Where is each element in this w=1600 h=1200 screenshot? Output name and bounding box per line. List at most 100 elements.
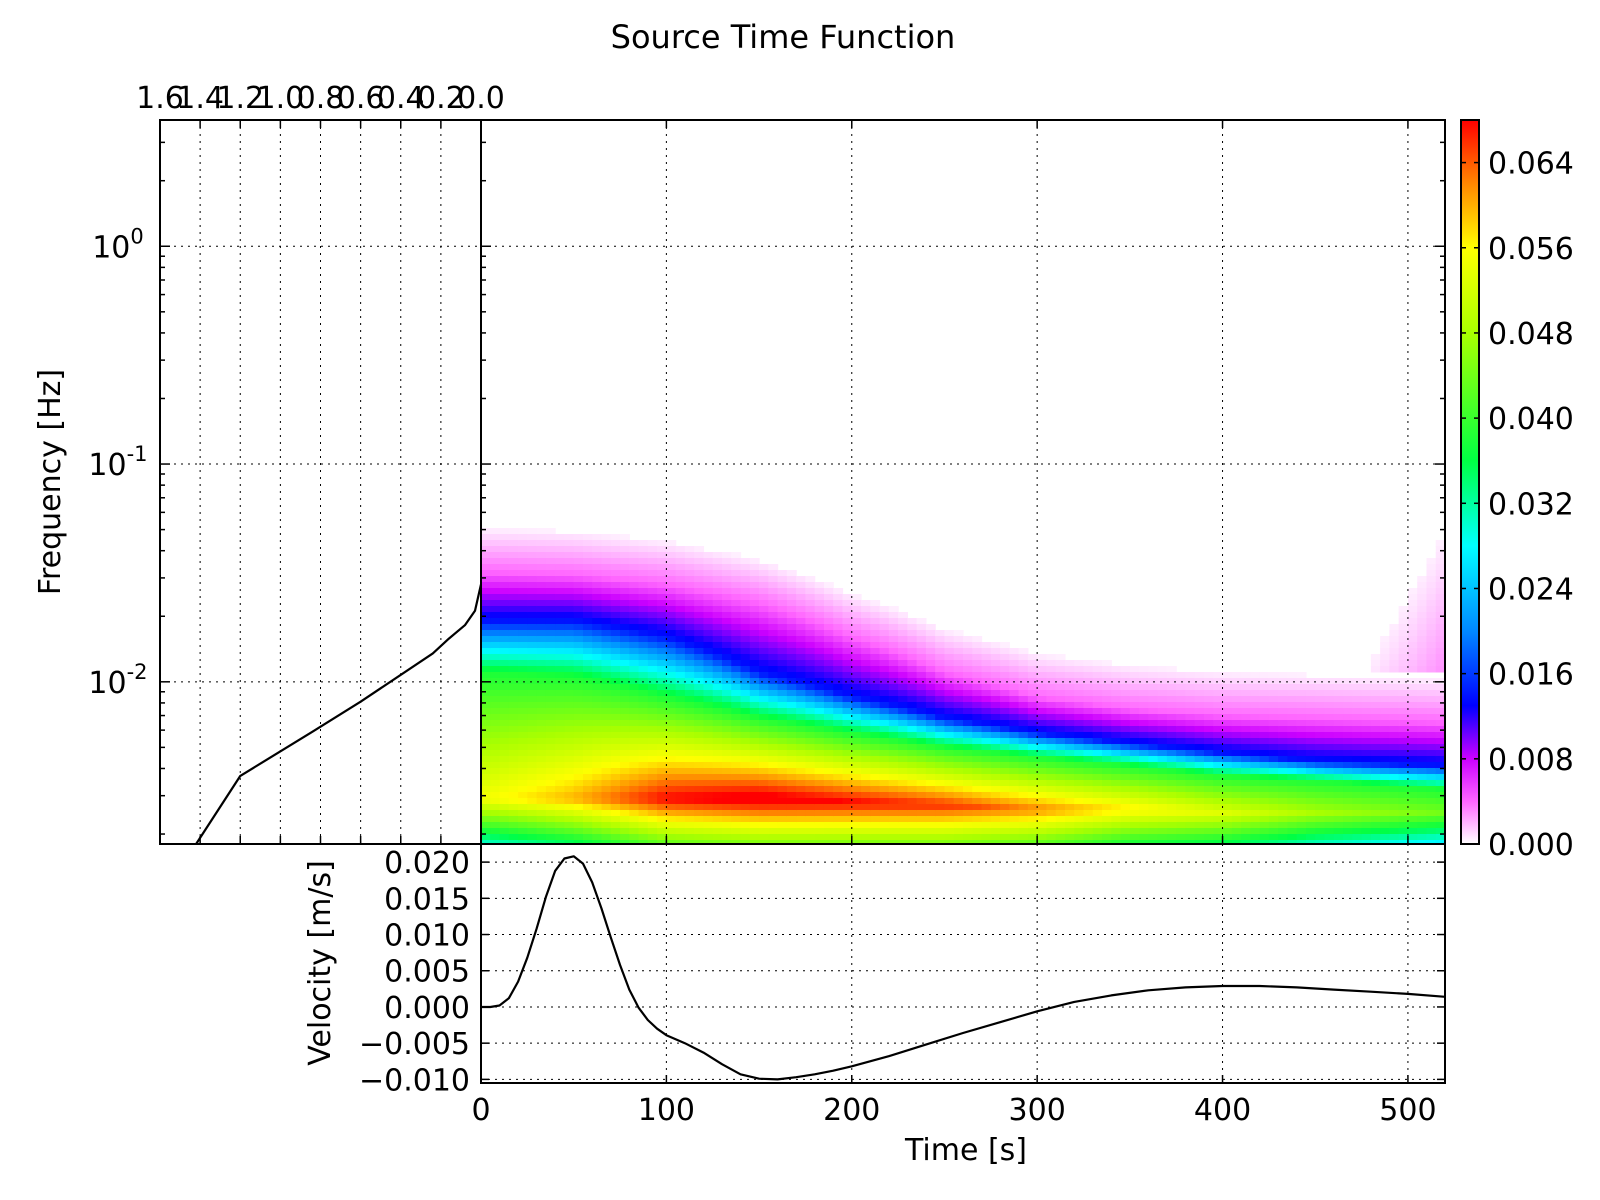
heatmap-cell [1426,654,1437,661]
heatmap-cell [1055,756,1066,763]
heatmap-cell [694,768,705,775]
heatmap-cell [916,762,927,769]
heatmap-cell [1259,798,1270,805]
heatmap-cell [722,810,732,817]
heatmap-cell [796,606,807,613]
heatmap-cell [759,696,769,703]
heatmap-cell [898,672,908,679]
heatmap-cell [777,606,788,613]
heatmap-cell [1009,810,1020,817]
heatmap-cell [768,588,779,595]
heatmap-cell [527,804,538,811]
heatmap-cell [768,726,779,733]
heatmap-cell [629,558,640,565]
heatmap-cell [1361,678,1372,685]
heatmap-cell [1268,792,1279,799]
heatmap-cell [749,756,760,763]
heatmap-cell [536,564,547,571]
heatmap-cell [1389,780,1400,787]
heatmap-cell [601,606,612,613]
heatmap-cell [796,750,807,757]
heatmap-cell [1287,702,1298,709]
heatmap-cell [925,792,936,799]
heatmap-cell [898,726,908,733]
heatmap-cell [823,690,834,697]
heatmap-cell [953,720,964,727]
heatmap-cell [722,654,732,661]
heatmap-cell [870,696,881,703]
heatmap-cell [1407,600,1418,607]
heatmap-cell [1046,660,1057,667]
heatmap-cell [499,744,510,751]
heatmap-cell [1296,738,1307,745]
heatmap-cell [694,702,705,709]
heatmap-cell [1407,780,1418,787]
heatmap-cell [1166,726,1177,733]
heatmap-cell [527,792,538,799]
heatmap-cell [1333,678,1344,685]
heatmap-cell [851,696,862,703]
heatmap-cell [731,768,742,775]
heatmap-cell [545,834,556,841]
heatmap-cell [1194,774,1205,781]
heatmap-cell [675,804,686,811]
heatmap-cell [536,738,547,745]
heatmap-cell [1287,678,1298,685]
heatmap-cell [1120,798,1131,805]
heatmap-cell [953,654,964,661]
heatmap-cell [916,774,927,781]
heatmap-cell [1037,672,1048,679]
heatmap-cell [870,810,881,817]
heatmap-cell [1315,768,1326,775]
heatmap-cell [1435,570,1445,577]
heatmap-cell [518,774,528,781]
heatmap-cell [666,654,677,661]
heatmap-cell [972,750,983,757]
heatmap-cell [1380,834,1390,841]
heatmap-cell [499,570,510,577]
heatmap-cell [1241,690,1251,697]
heatmap-cell [712,552,723,559]
heatmap-cell [564,558,575,565]
heatmap-cell [1102,822,1112,829]
heatmap-cell [916,678,927,685]
heatmap-cell [508,570,519,577]
heatmap-cell [842,594,853,601]
heatmap-cell [1222,798,1233,805]
heatmap-cell [536,690,547,697]
heatmap-cell [638,546,649,553]
heatmap-cell [518,762,528,769]
heatmap-cell [629,798,640,805]
heatmap-cell [1083,774,1094,781]
heatmap-cell [898,654,908,661]
heatmap-cell [722,792,732,799]
heatmap-cell [1176,738,1187,745]
heatmap-cell [1083,696,1094,703]
spectrum-curve [195,584,483,845]
heatmap-cell [1055,666,1066,673]
heatmap-cell [759,624,769,631]
heatmap-cell [1417,702,1428,709]
heatmap-cell [777,582,788,589]
heatmap-cell [768,840,779,844]
heatmap-cell [749,612,760,619]
heatmap-cell [1139,708,1149,715]
heatmap-cell [527,750,538,757]
heatmap-cell [638,552,649,559]
heatmap-cell [944,702,955,709]
heatmap-cell [703,822,714,829]
heatmap-cell [851,744,862,751]
heatmap-cell [1305,822,1316,829]
heatmap-cell [1352,834,1363,841]
heatmap-cell [814,582,825,589]
heatmap-cell [1417,636,1428,643]
heatmap-cell [759,576,769,583]
heatmap-cell [768,618,779,625]
heatmap-cell [1417,714,1428,721]
heatmap-cell [1389,630,1400,637]
heatmap-cell [518,834,528,841]
heatmap-cell [925,654,936,661]
heatmap-cell [796,810,807,817]
heatmap-cell [610,822,621,829]
heatmap-cell [527,798,538,805]
